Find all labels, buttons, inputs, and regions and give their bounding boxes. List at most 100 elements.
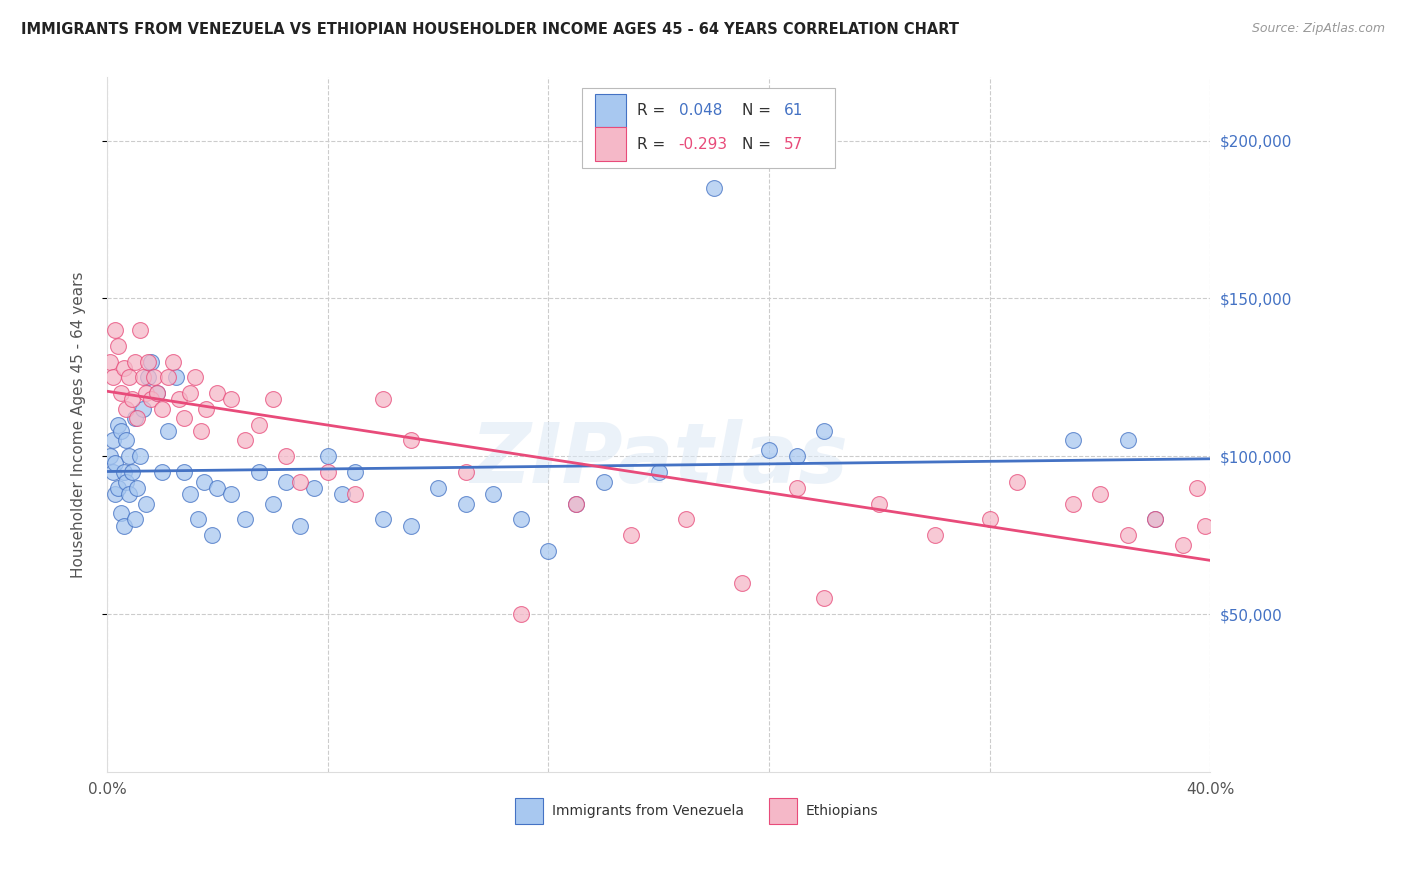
- Point: [758, 442, 780, 457]
- Point: [537, 544, 560, 558]
- Point: [150, 401, 173, 416]
- Point: [371, 392, 394, 407]
- Point: [233, 434, 256, 448]
- Point: [115, 475, 138, 489]
- Point: [107, 417, 129, 432]
- Point: [330, 487, 353, 501]
- Point: [143, 370, 166, 384]
- Point: [675, 512, 697, 526]
- Point: [173, 465, 195, 479]
- Point: [115, 434, 138, 448]
- Point: [509, 607, 531, 621]
- Point: [233, 512, 256, 526]
- Point: [104, 456, 127, 470]
- Point: [509, 512, 531, 526]
- Point: [1194, 518, 1216, 533]
- Point: [201, 528, 224, 542]
- Point: [104, 323, 127, 337]
- Point: [786, 481, 808, 495]
- Point: [129, 450, 152, 464]
- Point: [1144, 512, 1167, 526]
- Point: [207, 386, 229, 401]
- Point: [193, 475, 215, 489]
- Point: [104, 487, 127, 501]
- Text: Immigrants from Venezuela: Immigrants from Venezuela: [551, 804, 744, 818]
- Point: [112, 518, 135, 533]
- Point: [132, 401, 155, 416]
- FancyBboxPatch shape: [769, 797, 797, 824]
- Point: [454, 497, 477, 511]
- Point: [786, 450, 808, 464]
- Point: [98, 450, 121, 464]
- Point: [207, 481, 229, 495]
- Point: [107, 339, 129, 353]
- Point: [112, 465, 135, 479]
- Point: [869, 497, 891, 511]
- Point: [132, 370, 155, 384]
- Point: [924, 528, 946, 542]
- Point: [1116, 434, 1139, 448]
- Point: [262, 392, 284, 407]
- Point: [592, 475, 614, 489]
- Point: [165, 370, 187, 384]
- Point: [179, 386, 201, 401]
- Point: [288, 475, 311, 489]
- Point: [247, 417, 270, 432]
- FancyBboxPatch shape: [595, 95, 626, 128]
- Point: [138, 354, 160, 368]
- Point: [115, 401, 138, 416]
- Point: [101, 434, 124, 448]
- Text: N =: N =: [741, 136, 775, 152]
- Point: [288, 518, 311, 533]
- Point: [173, 411, 195, 425]
- FancyBboxPatch shape: [582, 87, 835, 168]
- Point: [1007, 475, 1029, 489]
- Point: [1171, 538, 1194, 552]
- Point: [344, 487, 367, 501]
- Point: [135, 386, 157, 401]
- FancyBboxPatch shape: [595, 128, 626, 161]
- Point: [979, 512, 1001, 526]
- Point: [124, 512, 146, 526]
- Text: N =: N =: [741, 103, 775, 119]
- Point: [620, 528, 643, 542]
- Point: [101, 465, 124, 479]
- Point: [344, 465, 367, 479]
- Text: IMMIGRANTS FROM VENEZUELA VS ETHIOPIAN HOUSEHOLDER INCOME AGES 45 - 64 YEARS COR: IMMIGRANTS FROM VENEZUELA VS ETHIOPIAN H…: [21, 22, 959, 37]
- Y-axis label: Householder Income Ages 45 - 64 years: Householder Income Ages 45 - 64 years: [72, 271, 86, 578]
- Point: [730, 575, 752, 590]
- Point: [813, 424, 835, 438]
- Text: R =: R =: [637, 103, 669, 119]
- Point: [427, 481, 450, 495]
- Point: [145, 386, 167, 401]
- Text: R =: R =: [637, 136, 669, 152]
- Point: [121, 465, 143, 479]
- Point: [150, 465, 173, 479]
- Point: [179, 487, 201, 501]
- Point: [110, 424, 132, 438]
- Point: [247, 465, 270, 479]
- Point: [1144, 512, 1167, 526]
- Point: [399, 434, 422, 448]
- Point: [110, 386, 132, 401]
- Point: [1185, 481, 1208, 495]
- Point: [127, 481, 149, 495]
- Point: [399, 518, 422, 533]
- Point: [124, 354, 146, 368]
- Point: [1062, 434, 1084, 448]
- Point: [1088, 487, 1111, 501]
- Text: ZIPatlas: ZIPatlas: [470, 419, 848, 500]
- Point: [703, 181, 725, 195]
- Point: [648, 465, 671, 479]
- Text: Source: ZipAtlas.com: Source: ZipAtlas.com: [1251, 22, 1385, 36]
- Point: [121, 392, 143, 407]
- Point: [565, 497, 588, 511]
- Point: [482, 487, 505, 501]
- Point: [316, 465, 339, 479]
- FancyBboxPatch shape: [516, 797, 543, 824]
- Point: [141, 354, 163, 368]
- Point: [107, 481, 129, 495]
- Point: [219, 487, 242, 501]
- Point: [195, 401, 218, 416]
- Point: [118, 370, 141, 384]
